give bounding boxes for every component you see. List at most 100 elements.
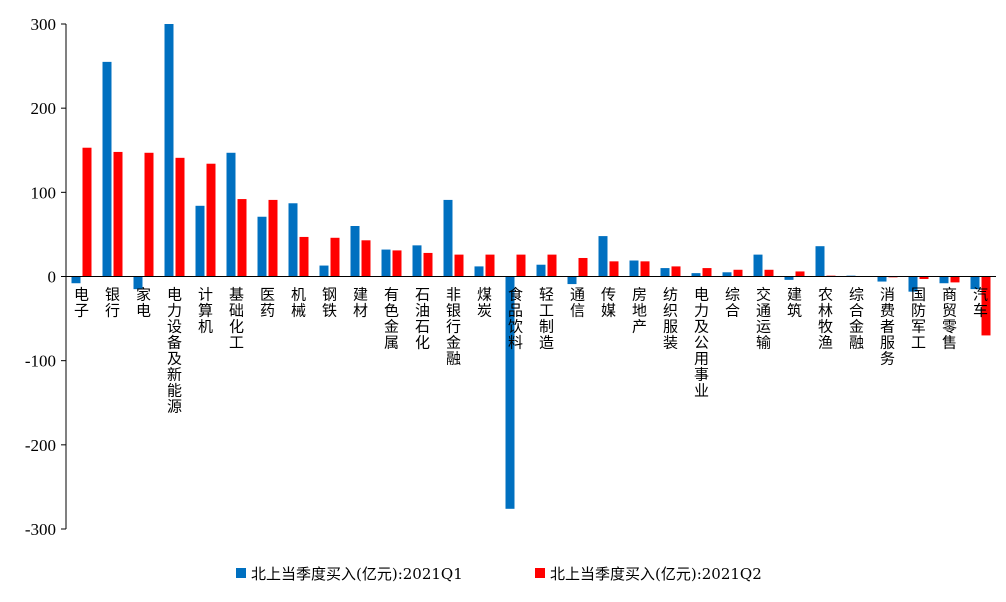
bar-q1-28 xyxy=(939,276,949,284)
bar-q1-7 xyxy=(288,203,298,277)
series-q2-bars xyxy=(82,147,991,336)
bar-q1-0 xyxy=(71,276,81,284)
x-category-label: 电子 xyxy=(74,286,89,320)
bar-q1-11 xyxy=(412,245,422,277)
legend-swatch-q2 xyxy=(535,568,545,578)
bar-q2-4 xyxy=(206,163,216,277)
bar-q1-12 xyxy=(443,199,453,277)
bar-q2-14 xyxy=(516,254,526,277)
x-category-label: 银行 xyxy=(105,286,120,320)
bar-q1-29 xyxy=(970,276,980,290)
x-category-label: 消费者服务 xyxy=(880,286,895,368)
bar-q2-0 xyxy=(82,147,92,277)
x-category-label: 煤炭 xyxy=(477,286,492,320)
x-category-label: 纺织服装 xyxy=(663,286,678,352)
y-tick-label: 0 xyxy=(48,268,57,287)
bar-q1-20 xyxy=(691,273,701,277)
x-category-label: 农林牧渔 xyxy=(818,286,833,352)
bar-q1-13 xyxy=(474,266,484,277)
bar-q2-8 xyxy=(330,237,340,277)
bar-q2-1 xyxy=(113,151,123,277)
bar-q2-2 xyxy=(144,152,154,277)
y-tick-label: 300 xyxy=(31,15,57,34)
bar-q2-13 xyxy=(485,254,495,277)
bar-q1-2 xyxy=(133,276,143,290)
bar-q2-17 xyxy=(609,261,619,277)
y-tick-label: 200 xyxy=(31,99,57,118)
bar-q1-16 xyxy=(567,276,577,285)
bar-q2-11 xyxy=(423,252,433,277)
bar-q1-4 xyxy=(195,205,205,277)
x-category-label: 交通运输 xyxy=(756,286,771,352)
x-category-label: 机械 xyxy=(291,286,306,320)
x-category-label: 食品饮料 xyxy=(508,286,523,352)
bar-q1-22 xyxy=(753,254,763,277)
x-category-label: 家电 xyxy=(136,286,151,320)
bar-q1-21 xyxy=(722,272,732,277)
x-category-label: 计算机 xyxy=(198,286,213,336)
x-category-label: 有色金属 xyxy=(384,286,399,352)
bar-q1-24 xyxy=(815,246,825,277)
bar-q1-10 xyxy=(381,249,391,277)
bar-q1-14 xyxy=(505,276,515,509)
legend-label-q2: 北上当季度买入(亿元):2021Q2 xyxy=(550,565,762,583)
x-category-label: 轻工制造 xyxy=(539,286,554,352)
bar-q2-27 xyxy=(919,276,929,280)
bar-q2-18 xyxy=(640,261,650,277)
x-category-label: 商贸零售 xyxy=(942,286,957,352)
x-category-label: 综合金融 xyxy=(849,286,864,352)
bar-q1-18 xyxy=(629,260,639,277)
y-tick-label: -200 xyxy=(25,436,56,455)
bar-q1-23 xyxy=(784,276,794,280)
x-category-label: 综合 xyxy=(725,286,740,320)
bar-q1-6 xyxy=(257,216,267,277)
bar-q2-3 xyxy=(175,157,185,277)
x-category-label: 国防军工 xyxy=(911,286,926,352)
bar-q2-22 xyxy=(764,269,774,277)
bar-q2-23 xyxy=(795,271,805,277)
bar-q2-10 xyxy=(392,250,402,277)
legend-swatch-q1 xyxy=(236,568,246,578)
bar-q2-15 xyxy=(547,254,557,277)
bar-q2-19 xyxy=(671,266,681,277)
bar-q2-12 xyxy=(454,254,464,277)
bar-q1-26 xyxy=(877,276,887,282)
bar-q2-29 xyxy=(981,276,991,336)
bar-q1-8 xyxy=(319,265,329,277)
bar-q1-17 xyxy=(598,236,608,277)
bar-q1-27 xyxy=(908,276,918,292)
bar-q1-5 xyxy=(226,152,236,277)
y-tick-label: -100 xyxy=(25,352,56,371)
series-q1-bars xyxy=(71,24,980,509)
bar-q2-9 xyxy=(361,240,371,277)
x-category-label: 电力设备及新能源 xyxy=(167,286,182,416)
bar-q1-3 xyxy=(164,24,174,277)
y-tick-label: -300 xyxy=(25,520,56,539)
bar-q1-9 xyxy=(350,226,360,277)
x-category-label: 通信 xyxy=(570,286,585,320)
x-category-label: 钢铁 xyxy=(322,286,337,320)
x-category-label: 汽车 xyxy=(973,286,988,320)
x-category-label: 房地产 xyxy=(632,286,647,336)
y-tick-label: 100 xyxy=(31,183,57,202)
x-category-label: 传媒 xyxy=(601,286,616,320)
y-axis-ticks: -300 -200 -100 0 100 200 300 xyxy=(25,15,66,539)
bar-q1-19 xyxy=(660,268,670,277)
bar-q1-1 xyxy=(102,61,112,277)
x-category-label: 医药 xyxy=(260,286,275,320)
x-category-label: 电力及公用事业 xyxy=(694,286,709,400)
legend-label-q1: 北上当季度买入(亿元):2021Q1 xyxy=(251,565,463,583)
x-category-label: 基础化工 xyxy=(229,286,244,352)
bar-q1-15 xyxy=(536,264,546,277)
x-category-label: 建筑 xyxy=(787,286,802,320)
x-category-label: 建材 xyxy=(353,286,368,320)
legend: 北上当季度买入(亿元):2021Q1 北上当季度买入(亿元):2021Q2 xyxy=(236,565,762,583)
bar-q2-5 xyxy=(237,199,247,277)
bar-q2-20 xyxy=(702,268,712,277)
bar-q2-6 xyxy=(268,199,278,277)
x-category-label: 非银行金融 xyxy=(446,286,461,368)
bar-q2-16 xyxy=(578,257,588,277)
bar-q2-28 xyxy=(950,276,960,283)
